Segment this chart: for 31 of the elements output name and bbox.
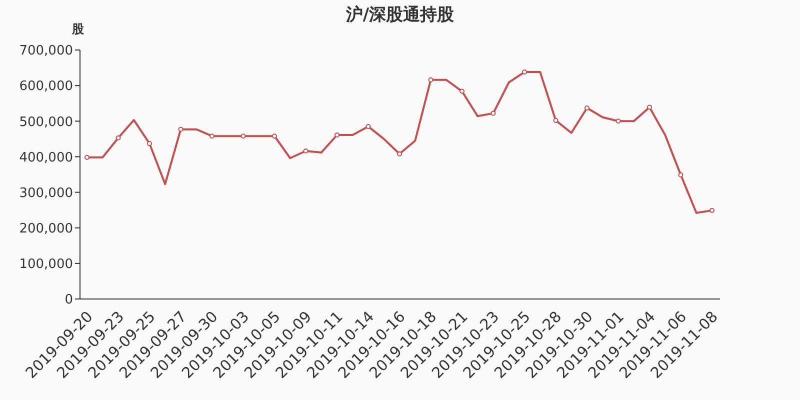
point: [272, 134, 277, 139]
y-tick-label: 300,000: [19, 186, 73, 201]
y-tick-label: 600,000: [19, 79, 73, 94]
point: [710, 208, 714, 213]
point: [522, 70, 527, 75]
point: [647, 104, 652, 110]
point: [210, 134, 214, 139]
chart-title: 沪/深股通持股: [346, 5, 454, 25]
point: [84, 154, 90, 160]
point: [334, 132, 340, 138]
point: [490, 110, 496, 116]
point: [616, 118, 621, 124]
point: [553, 118, 558, 123]
y-tick-label: 500,000: [19, 114, 73, 130]
point: [147, 141, 152, 146]
point: [428, 77, 434, 82]
point: [116, 135, 121, 140]
point: [678, 172, 684, 178]
point: [584, 105, 590, 110]
y-tick-label: 200,000: [19, 221, 73, 236]
point: [397, 151, 402, 156]
point: [178, 126, 184, 132]
point: [240, 134, 246, 139]
point: [460, 88, 464, 94]
point: [303, 148, 308, 154]
y-tick-label: 100,000: [19, 257, 73, 272]
point: [366, 124, 371, 129]
y-axis-title: 股: [72, 21, 84, 38]
y-tick-label: 400,000: [19, 150, 73, 166]
y-tick-label: 0: [64, 292, 73, 308]
y-tick-label: 700,000: [19, 44, 73, 59]
